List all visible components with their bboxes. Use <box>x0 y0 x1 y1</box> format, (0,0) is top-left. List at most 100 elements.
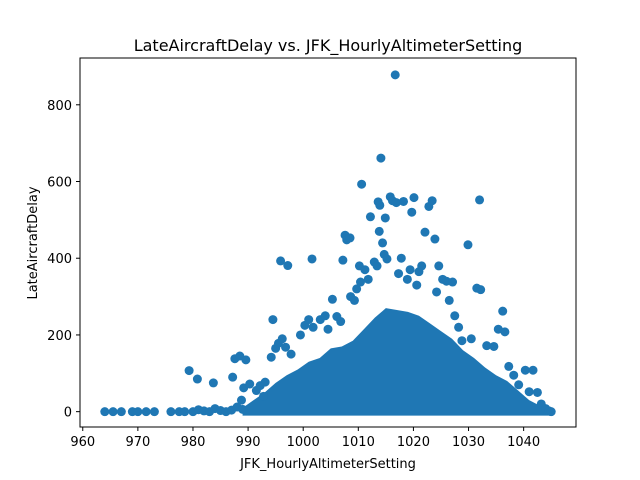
y-tick-label: 400 <box>47 252 72 267</box>
data-point <box>208 378 218 388</box>
data-point <box>450 311 460 321</box>
data-point <box>166 407 176 417</box>
data-point <box>378 238 388 248</box>
data-point <box>236 395 246 405</box>
chart-title: LateAircraftDelay vs. JFK_HourlyAltimete… <box>134 36 523 56</box>
data-point <box>308 322 318 332</box>
data-point <box>307 254 317 264</box>
data-point <box>133 407 143 417</box>
x-tick-label: 1010 <box>342 435 375 450</box>
data-point <box>360 265 370 275</box>
data-point <box>268 315 278 325</box>
data-point <box>100 407 110 417</box>
data-point <box>412 280 422 290</box>
data-point <box>304 315 314 325</box>
x-tick-label: 1030 <box>452 435 485 450</box>
data-point <box>382 254 392 264</box>
data-point <box>520 365 530 375</box>
data-point <box>528 365 538 375</box>
data-point <box>338 255 348 265</box>
data-point <box>259 391 269 401</box>
data-point <box>394 269 404 279</box>
data-point <box>546 407 556 417</box>
data-point <box>434 261 444 271</box>
data-point <box>228 372 238 382</box>
data-point <box>509 370 519 380</box>
data-point <box>266 352 276 362</box>
data-point <box>277 334 287 344</box>
data-point <box>514 380 524 390</box>
data-point <box>349 295 359 305</box>
data-point <box>430 234 440 244</box>
y-tick-label: 600 <box>47 176 72 191</box>
data-point <box>390 70 400 80</box>
data-point <box>374 226 384 236</box>
data-point <box>475 195 485 205</box>
data-point <box>276 256 286 266</box>
data-point <box>396 253 406 263</box>
data-points <box>100 70 556 417</box>
data-point <box>454 322 464 332</box>
data-point <box>180 407 190 417</box>
x-tick-label: 1020 <box>397 435 430 450</box>
x-axis-label: JFK_HourlyAltimeterSetting <box>239 457 416 472</box>
data-point <box>405 265 415 275</box>
data-point <box>524 387 534 397</box>
data-point <box>286 349 296 359</box>
axes-frame <box>79 57 577 428</box>
data-point <box>420 227 430 237</box>
data-point <box>504 361 514 371</box>
data-point <box>260 377 270 387</box>
data-point <box>380 213 390 223</box>
data-point <box>281 342 291 352</box>
data-point <box>444 295 454 305</box>
data-point <box>427 196 437 206</box>
data-point <box>357 179 367 189</box>
data-point <box>372 261 382 271</box>
data-point <box>417 261 427 271</box>
y-tick-label: 200 <box>47 329 72 344</box>
data-point <box>432 287 442 297</box>
dense-data-band <box>242 308 552 416</box>
data-point <box>108 407 118 417</box>
data-point <box>238 404 248 414</box>
data-point <box>141 407 151 417</box>
data-point <box>463 240 473 250</box>
data-point <box>245 379 255 389</box>
data-point <box>184 366 194 376</box>
data-point <box>283 261 293 271</box>
data-point <box>295 330 305 340</box>
data-point <box>407 207 417 217</box>
data-point <box>448 277 458 287</box>
y-tick-label: 800 <box>47 99 72 114</box>
x-tick-label: 990 <box>236 435 261 450</box>
data-point <box>489 341 499 351</box>
data-point <box>532 387 542 397</box>
x-tick-label: 980 <box>181 435 206 450</box>
data-point <box>375 200 385 210</box>
data-point <box>356 277 366 287</box>
data-point <box>476 285 486 295</box>
x-axis-ticks: 960 970 980 990 1000 1010 1020 1030 1040 <box>70 427 540 450</box>
data-point <box>116 407 126 417</box>
data-point <box>149 407 159 417</box>
data-point <box>363 274 373 284</box>
data-point <box>365 212 375 222</box>
x-tick-label: 970 <box>125 435 150 450</box>
data-point <box>323 324 333 334</box>
data-point <box>336 317 346 327</box>
x-tick-label: 960 <box>70 435 95 450</box>
data-point <box>345 233 355 243</box>
x-tick-label: 1040 <box>507 435 540 450</box>
y-axis-label: LateAircraftDelay <box>26 186 41 299</box>
data-point <box>466 334 476 344</box>
y-axis-ticks: 0 200 400 600 800 <box>47 99 80 421</box>
plot-area <box>100 70 556 417</box>
data-point <box>192 374 202 384</box>
data-point <box>409 193 419 203</box>
y-tick-label: 0 <box>64 406 72 421</box>
data-point <box>399 196 409 206</box>
data-point <box>500 327 510 337</box>
data-point <box>241 355 251 365</box>
